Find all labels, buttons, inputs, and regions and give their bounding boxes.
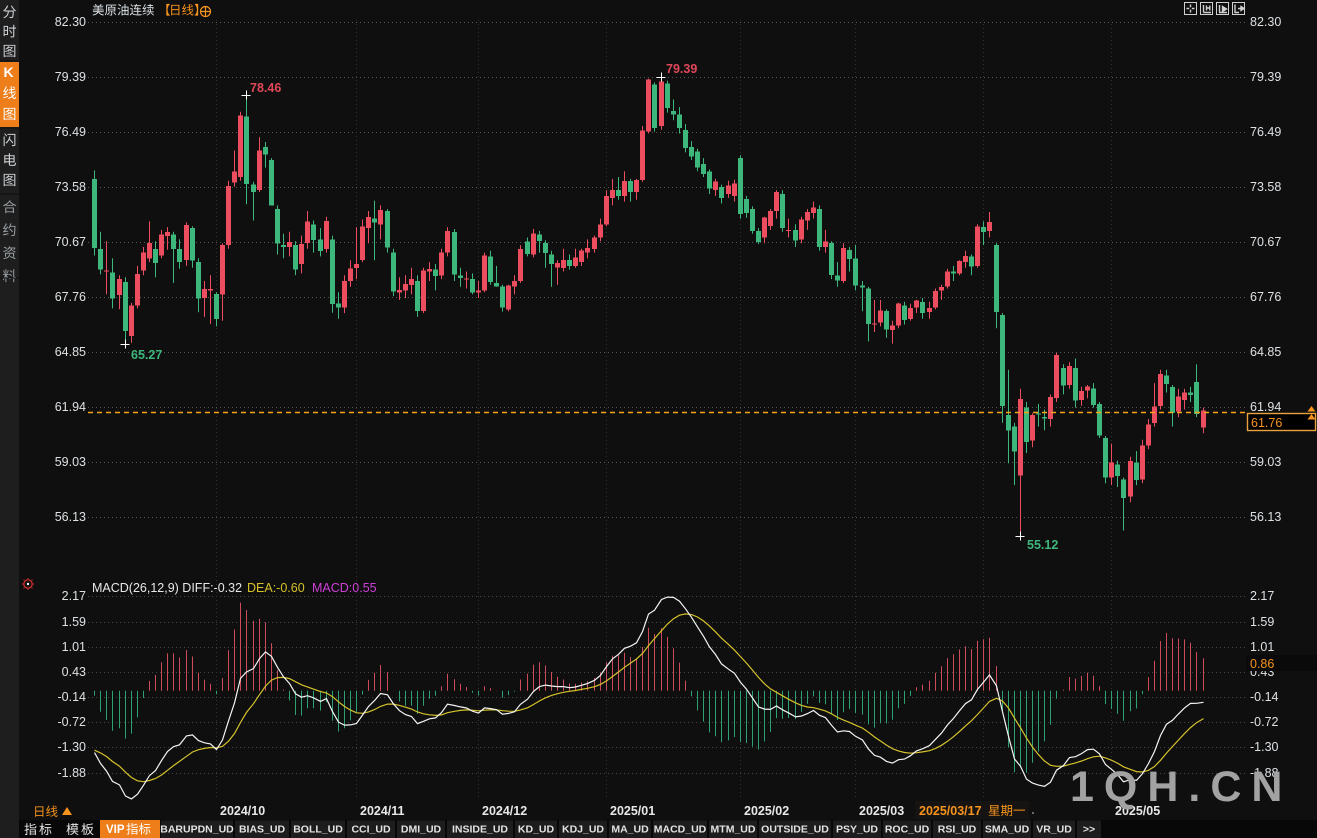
svg-text:61.94: 61.94 (1250, 400, 1281, 414)
svg-text:2025/01: 2025/01 (610, 804, 655, 818)
svg-text:1.01: 1.01 (62, 640, 86, 654)
svg-text:67.76: 67.76 (1250, 290, 1281, 304)
svg-text:VIP: VIP (106, 824, 125, 836)
svg-text:K: K (4, 64, 14, 80)
svg-text:73.58: 73.58 (1250, 180, 1281, 194)
svg-text:DEA:-0.60: DEA:-0.60 (247, 581, 305, 595)
svg-text:2025/03: 2025/03 (859, 804, 904, 818)
svg-text:78.46: 78.46 (250, 81, 281, 95)
svg-text:-1.88: -1.88 (58, 766, 87, 780)
svg-text:73.58: 73.58 (55, 180, 86, 194)
svg-text:1QH.CN: 1QH.CN (1070, 763, 1292, 811)
svg-text:-0.72: -0.72 (1250, 715, 1279, 729)
svg-text:0.86: 0.86 (1250, 657, 1274, 671)
svg-text:76.49: 76.49 (55, 125, 86, 139)
svg-text:55.12: 55.12 (1027, 538, 1058, 552)
svg-text:56.13: 56.13 (55, 510, 86, 524)
svg-text:SMA_UD: SMA_UD (985, 824, 1030, 836)
svg-text:2025/02: 2025/02 (744, 804, 789, 818)
svg-text:70.67: 70.67 (55, 235, 86, 249)
svg-text:61.94: 61.94 (55, 400, 86, 414)
svg-text:-0.72: -0.72 (58, 715, 87, 729)
svg-text:2024/11: 2024/11 (360, 804, 405, 818)
svg-text:RSI_UD: RSI_UD (938, 824, 977, 836)
svg-text:MACD(26,12,9) DIFF:-0.32: MACD(26,12,9) DIFF:-0.32 (92, 581, 242, 595)
svg-text:2025/05: 2025/05 (1115, 804, 1160, 818)
svg-text:OUTSIDE_UD: OUTSIDE_UD (761, 824, 829, 836)
svg-text:KDJ_UD: KDJ_UD (562, 824, 604, 836)
svg-text:61.76: 61.76 (1251, 416, 1282, 430)
svg-text:59.03: 59.03 (55, 455, 86, 469)
svg-text:2024/12: 2024/12 (482, 804, 527, 818)
svg-text:-0.14: -0.14 (58, 690, 87, 704)
svg-text:65.27: 65.27 (131, 348, 162, 362)
svg-text:MACD:0.55: MACD:0.55 (312, 581, 377, 595)
svg-text:BOLL_UD: BOLL_UD (293, 824, 343, 836)
svg-text:-1.30: -1.30 (58, 740, 87, 754)
svg-text:KD_UD: KD_UD (518, 824, 555, 836)
svg-text:70.67: 70.67 (1250, 235, 1281, 249)
svg-text:1.59: 1.59 (1250, 615, 1274, 629)
svg-text:64.85: 64.85 (55, 345, 86, 359)
svg-text:2024/10: 2024/10 (220, 804, 265, 818)
svg-text:59.03: 59.03 (1250, 455, 1281, 469)
svg-text:-0.14: -0.14 (1250, 690, 1279, 704)
svg-text:-1.88: -1.88 (1250, 766, 1279, 780)
svg-text:BARUPDN_UD: BARUPDN_UD (160, 824, 234, 836)
svg-text:2025/03/17: 2025/03/17 (919, 804, 982, 818)
svg-text:BIAS_UD: BIAS_UD (239, 824, 286, 836)
svg-text:79.39: 79.39 (666, 62, 697, 76)
svg-text:MTM_UD: MTM_UD (711, 824, 756, 836)
svg-text:MA_UD: MA_UD (611, 824, 649, 836)
svg-text:0.43: 0.43 (62, 665, 86, 679)
svg-text:CCI_UD: CCI_UD (351, 824, 391, 836)
svg-text:79.39: 79.39 (1250, 70, 1281, 84)
svg-text:INSIDE_UD: INSIDE_UD (452, 824, 508, 836)
svg-text:2.17: 2.17 (1250, 589, 1274, 603)
svg-text:67.76: 67.76 (55, 290, 86, 304)
svg-text:82.30: 82.30 (1250, 15, 1281, 29)
svg-text:82.30: 82.30 (55, 15, 86, 29)
svg-text:76.49: 76.49 (1250, 125, 1281, 139)
svg-text:ROC_UD: ROC_UD (885, 824, 930, 836)
svg-text:MACD_UD: MACD_UD (654, 824, 707, 836)
svg-text:-1.30: -1.30 (1250, 740, 1279, 754)
svg-text:2.17: 2.17 (62, 589, 86, 603)
svg-text:VR_UD: VR_UD (1036, 824, 1072, 836)
svg-text:79.39: 79.39 (55, 70, 86, 84)
svg-text:>>: >> (1083, 824, 1095, 836)
svg-text:DMI_UD: DMI_UD (401, 824, 442, 836)
svg-text:64.85: 64.85 (1250, 345, 1281, 359)
svg-text:1.01: 1.01 (1250, 640, 1274, 654)
svg-text:56.13: 56.13 (1250, 510, 1281, 524)
svg-text:PSY_UD: PSY_UD (836, 824, 878, 836)
svg-text:1.59: 1.59 (62, 615, 86, 629)
